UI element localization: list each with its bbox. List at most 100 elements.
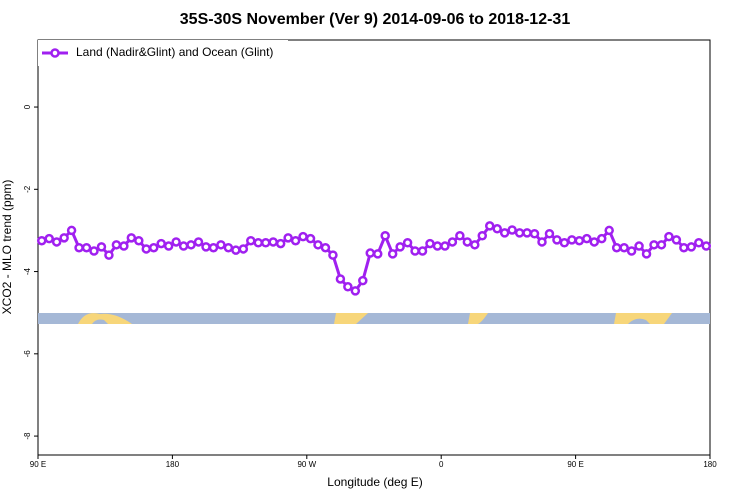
data-point [492,224,502,234]
data-point [537,237,547,247]
data-point [111,240,122,250]
land-ocean-strip [38,313,710,324]
data-point [208,242,219,253]
data-point [641,249,652,259]
data-point [283,233,293,243]
x-tick-label: 90 W [297,460,316,469]
data-point [649,240,659,250]
data-point [178,241,189,251]
data-point [522,228,532,238]
data-point [634,241,644,251]
data-point [81,242,92,253]
data-point [320,242,331,253]
data-point [410,246,420,256]
data-point [96,242,107,252]
data-point [626,246,637,256]
data-point [440,241,450,251]
data-point [447,237,458,247]
y-tick-label: -6 [23,350,32,358]
data-point [148,242,159,253]
data-point [574,235,585,246]
data-point [395,242,405,252]
data-point [51,237,62,247]
data-point [313,240,323,250]
data-point [216,240,226,250]
data-point [358,275,368,286]
data-point [328,250,338,260]
data-point [44,233,54,244]
plot-frame [37,39,711,456]
data-point [417,246,428,256]
data-point [619,242,629,253]
series-line [41,224,707,293]
data-point [36,235,47,246]
data-point [163,241,174,251]
data-point [74,242,84,253]
data-point [231,245,241,255]
data-point [567,235,577,245]
data-point [253,238,264,248]
x-tick-label: 90 E [567,460,583,469]
data-point [171,237,181,247]
data-point [529,228,540,239]
data-point [66,225,77,236]
data-point [290,235,301,246]
data-point [694,238,704,248]
legend-label: Land (Nadir&Glint) and Ocean (Glint) [76,45,273,59]
data-point [275,238,286,249]
data-point [246,235,256,246]
data-point [552,235,562,245]
data-point [59,233,69,243]
data-point [499,228,510,238]
legend-marker [50,48,60,58]
x-tick-label: 90 E [30,460,46,469]
data-point [193,237,204,247]
data-point [104,250,114,260]
data-point [701,241,712,251]
data-point [238,244,249,254]
data-point [223,242,234,253]
data-point [119,241,129,251]
data-point [365,248,376,258]
data-point [141,244,152,254]
data-point [343,282,353,292]
data-point [305,233,316,244]
data-point [425,238,435,249]
data-point [484,221,495,231]
data-point [455,231,465,241]
y-tick-label: -8 [23,432,32,440]
data-point [514,228,525,238]
data-point [611,242,622,253]
data-point [604,225,614,236]
data-point [186,240,196,250]
data-point [582,233,592,244]
data-point [298,231,308,242]
data-point [402,238,413,248]
data-point [589,237,600,247]
data-point [664,231,674,242]
data-point [380,231,390,241]
legend [38,40,288,66]
y-tick-label: -4 [23,267,32,275]
y-tick-label: 0 [23,104,32,109]
data-point [156,238,166,249]
data-point [387,249,398,259]
y-axis-label: XCO2 - MLO trend (ppm) [0,180,14,315]
chart-title: 35S-30S November (Ver 9) 2014-09-06 to 2… [180,11,571,28]
data-point [350,286,361,296]
data-point [686,242,697,252]
data-point [432,241,443,251]
x-tick-label: 0 [439,460,444,469]
data-point [134,235,144,246]
data-point [671,235,682,245]
data-point [462,237,473,247]
data-point [679,242,689,253]
data-point [477,231,488,241]
x-tick-label: 180 [703,460,717,469]
data-point [544,228,555,239]
data-point [201,242,211,252]
data-point [126,233,137,243]
data-point [470,240,480,250]
data-point [268,237,278,247]
